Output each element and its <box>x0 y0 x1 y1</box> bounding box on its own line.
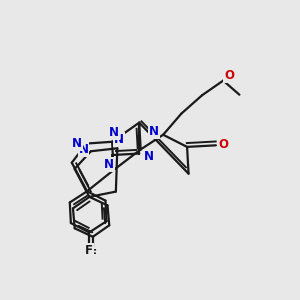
Text: N: N <box>114 133 124 146</box>
Text: F: F <box>85 244 93 257</box>
Text: N: N <box>149 125 159 138</box>
Text: O: O <box>218 138 228 152</box>
Text: N: N <box>109 126 118 139</box>
Text: N: N <box>72 137 82 150</box>
Text: N: N <box>104 158 114 171</box>
Text: O: O <box>224 69 234 82</box>
Text: N: N <box>144 150 154 163</box>
Text: F: F <box>89 248 97 261</box>
Text: N: N <box>79 143 88 156</box>
